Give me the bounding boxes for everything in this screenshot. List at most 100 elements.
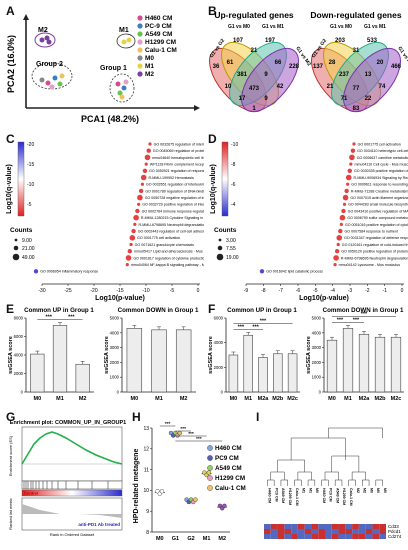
panel-label-h: H bbox=[132, 410, 141, 424]
heatmap-cell bbox=[325, 534, 332, 539]
hpd-legend-swatch bbox=[207, 475, 213, 481]
panel-label-a: A bbox=[6, 4, 15, 18]
sig-marker: *** bbox=[353, 317, 360, 323]
colorbar-tick: -10 bbox=[27, 182, 34, 188]
go-term-label: GO 0034110 heterotypic cell-cell adhesio… bbox=[357, 149, 408, 153]
cluster-label-group1: Group 1 bbox=[100, 65, 127, 72]
dendrogram bbox=[267, 427, 383, 486]
go-term-label: GO 0043410 positive regulation of MAPK c… bbox=[348, 209, 408, 213]
go-term-dot bbox=[352, 142, 356, 146]
bar bbox=[243, 334, 253, 393]
hpd-legend-swatch bbox=[207, 485, 213, 491]
pca-legend-label: H1299 CM bbox=[145, 39, 176, 46]
go-term-label: GO 0007015 actin filament organization bbox=[350, 196, 408, 200]
venn-count: 42 bbox=[277, 84, 284, 90]
hpd-point bbox=[222, 503, 227, 509]
heatmap-cell bbox=[318, 534, 325, 539]
bar-category-label: M2 bbox=[180, 396, 188, 402]
go-term-label: GO 0044283 small molecule biosynthetic p… bbox=[348, 203, 408, 207]
go-down-ylabel: Log10(q-value) bbox=[210, 164, 217, 214]
bar bbox=[342, 328, 354, 393]
sig-marker: *** bbox=[260, 318, 267, 324]
bar-category-label: M2a bbox=[359, 396, 371, 402]
venn-set-label: G1 vs M0 bbox=[228, 24, 250, 30]
heatmap-cell bbox=[352, 534, 359, 539]
go-term-label: GO 0050921 regulation of response to bio… bbox=[149, 169, 204, 173]
heatmap-cell bbox=[270, 529, 278, 534]
go-term-dot bbox=[142, 168, 148, 173]
venn-count: 9 bbox=[264, 96, 268, 102]
heatmap-cell bbox=[284, 534, 292, 539]
go-term-dot bbox=[346, 182, 350, 186]
bar bbox=[374, 336, 386, 393]
sig-marker: *** bbox=[68, 314, 75, 320]
bar-category-label: M2c bbox=[391, 396, 402, 402]
go-term-dot bbox=[339, 222, 343, 226]
heatmap-cell bbox=[264, 529, 271, 534]
pca-xlabel: PCA1 (48.2%) bbox=[81, 114, 139, 124]
bar-chart: Common DOWN in Group 1 ssGSEA score 0 1000 2… bbox=[306, 307, 404, 402]
heatmap-cell bbox=[338, 524, 346, 529]
go-xtick-label: -25 bbox=[64, 288, 71, 294]
bar-ytick-label: 0 bbox=[117, 390, 120, 395]
venn-panel: Up-regulated genes G1 vs M0 G1 vs M1 G1 … bbox=[204, 10, 408, 122]
bar-category-label: M2 bbox=[79, 396, 87, 402]
gsea-plot: Enrichment plot: COMMON_UP_IN_GROUP1 Enr… bbox=[8, 420, 126, 537]
go-term-label: GO 0006790 sulfur compound metabolic pro… bbox=[347, 216, 408, 220]
venn-down: Down-regulated genes G1 vs M0 G1 vs M1 G… bbox=[300, 10, 408, 122]
bar-category-label: M0 bbox=[230, 396, 238, 402]
bar-category-label: M1 bbox=[56, 396, 64, 402]
heatmap-cell bbox=[365, 534, 373, 539]
bar-category-label: M1 bbox=[344, 396, 352, 402]
bar-ytick-label: 4000 bbox=[110, 330, 120, 335]
bar-chart-title: Common DOWN in Group 1 bbox=[118, 307, 199, 314]
bar bbox=[175, 329, 192, 393]
go-term-label: R-MMU-9006934 Signaling by Receptor Tyro… bbox=[354, 176, 408, 180]
go-term-label: GO 0006954 inflammatory response bbox=[40, 270, 98, 274]
heatmap-cell bbox=[318, 529, 325, 534]
cluster-m1 bbox=[116, 33, 136, 49]
go-term-dot bbox=[339, 214, 346, 221]
heatmap-cell bbox=[379, 524, 386, 529]
hpd-category-label: M2 bbox=[218, 536, 226, 542]
go-term-dot bbox=[135, 208, 140, 214]
go-term-label: GO 0051016 positive regulation of cytoki… bbox=[345, 223, 408, 227]
heatmap-column-label: M1 bbox=[302, 488, 306, 493]
count-label: 3.00 bbox=[226, 238, 236, 244]
bar-ytick-label: 2000 bbox=[14, 371, 24, 376]
go-term-label: GO 0002764 immune response-regulating si… bbox=[142, 209, 204, 213]
go-term-label: R-MMU-71288 Creatine metabolism bbox=[351, 189, 408, 193]
pca-legend-label: M2 bbox=[145, 71, 154, 78]
venn-set-label: G1 vs M1 bbox=[364, 24, 386, 30]
bar-category-label: M0 bbox=[34, 396, 42, 402]
venn-count: 228 bbox=[289, 64, 300, 70]
go-term-label: GO 0001780 regulation of DNA-binding tra… bbox=[145, 189, 204, 193]
heatmap-cell bbox=[358, 534, 366, 539]
go-term-label: GO 0007584 response to nutrient bbox=[345, 230, 398, 234]
heatmap-cell bbox=[338, 529, 346, 534]
go-term-dot bbox=[347, 168, 352, 173]
count-label: 19.00 bbox=[226, 255, 239, 261]
sig-marker: *** bbox=[337, 317, 344, 323]
go-xtick-label: -8 bbox=[261, 288, 266, 294]
bar-ytick-label: 0 bbox=[21, 390, 24, 395]
bar bbox=[358, 333, 370, 393]
sig-marker: *** bbox=[361, 311, 368, 317]
venn-count: 107 bbox=[233, 38, 244, 44]
venn-count: 22 bbox=[365, 96, 372, 102]
go-term-dot bbox=[33, 269, 39, 274]
pca-legend-label: PC-9 CM bbox=[145, 23, 172, 30]
go-down-chart: Log10(q-value) -10 -8 -6 -4 Counts 3.00 … bbox=[210, 141, 408, 302]
heatmap-column-label: Calu-1 CM bbox=[295, 488, 299, 506]
go-xtick-label: -9 bbox=[244, 288, 249, 294]
hpd-ytick-label: 10 bbox=[143, 488, 149, 494]
bar-ylabel: ssGSEA score bbox=[208, 336, 214, 374]
go-term-dot bbox=[334, 249, 340, 254]
go-term-dot bbox=[338, 228, 343, 234]
heatmap-column-label: M0 bbox=[376, 488, 380, 493]
pca-ylabel: PCA2 (16.0%) bbox=[6, 35, 16, 93]
heatmap-row-label: Cd33 bbox=[388, 524, 399, 529]
heatmap-cell bbox=[345, 529, 353, 534]
bar-chart-title: Common UP in Group 1 bbox=[24, 307, 94, 314]
go-xtick-label: -10 bbox=[142, 288, 149, 294]
